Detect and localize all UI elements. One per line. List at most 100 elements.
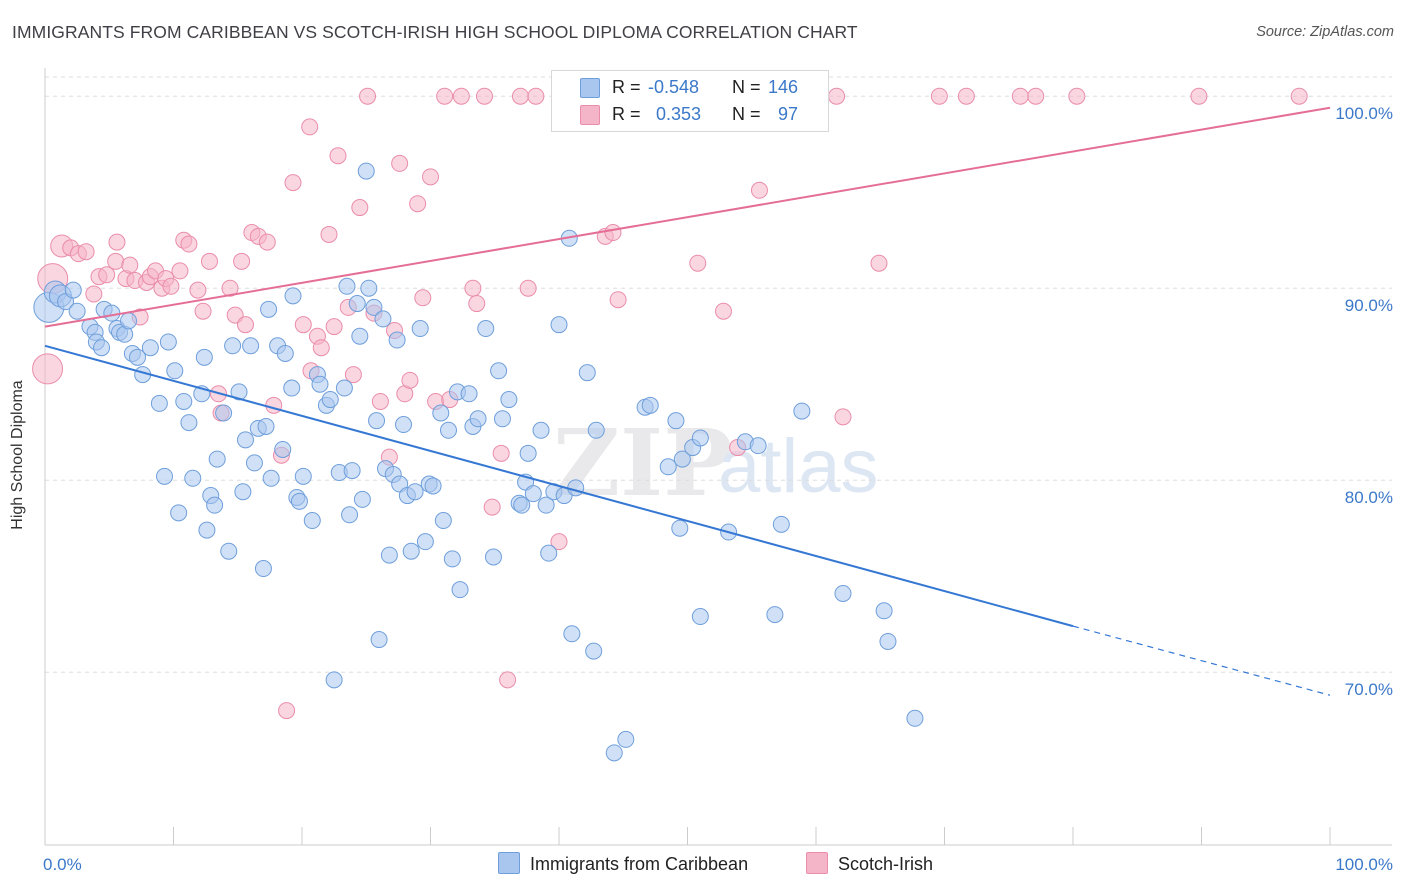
scotch-irish-point — [464, 279, 482, 297]
scotch-irish-point — [1027, 87, 1045, 105]
scotch-irish-point — [609, 291, 627, 309]
scotch-irish-point — [359, 87, 377, 105]
scotch-irish-point — [329, 147, 347, 165]
scotch-irish-point — [475, 87, 493, 105]
caribbean-point — [338, 277, 356, 295]
caribbean-point — [578, 364, 596, 382]
y-tick-label: 100.0% — [1335, 104, 1393, 123]
caribbean-point — [540, 544, 558, 562]
scotch-irish-point — [98, 266, 116, 284]
caribbean-point — [524, 485, 542, 503]
caribbean-point — [434, 512, 452, 530]
scotch-irish-point — [121, 256, 139, 274]
legend-n-label: N = — [732, 77, 761, 97]
bottom-legend-label-scotch-irish: Scotch-Irish — [838, 854, 934, 874]
scotch-irish-point — [499, 671, 517, 689]
scotch-irish-point — [750, 181, 768, 199]
caribbean-point — [208, 450, 226, 468]
caribbean-point — [585, 642, 603, 660]
caribbean-point — [290, 492, 308, 510]
caribbean-point — [388, 331, 406, 349]
scotch-irish-point — [107, 252, 125, 270]
scotch-irish-point — [1011, 87, 1029, 105]
legend-n-value: 146 — [768, 77, 799, 97]
caribbean-point — [374, 310, 392, 328]
scotch-irish-point — [371, 392, 389, 410]
caribbean-point — [906, 709, 924, 727]
caribbean-point — [262, 469, 280, 487]
legend-r-value: 0.353 — [656, 104, 702, 124]
scotch-irish-point — [77, 243, 95, 261]
caribbean-point — [879, 632, 897, 650]
scotch-irish-point — [689, 254, 707, 272]
caribbean-point — [325, 671, 343, 689]
caribbean-point — [484, 548, 502, 566]
scotch-irish-point — [1190, 87, 1208, 105]
y-tick-label: 80.0% — [1345, 488, 1393, 507]
caribbean-point — [141, 339, 159, 357]
caribbean-point — [357, 162, 375, 180]
caribbean-point — [395, 416, 413, 434]
caribbean-point — [659, 458, 677, 476]
caribbean-point — [175, 392, 193, 410]
chart-title: IMMIGRANTS FROM CARIBBEAN VS SCOTCH-IRIS… — [12, 22, 858, 42]
caribbean-point — [500, 391, 518, 409]
scotch-irish-point — [221, 279, 239, 297]
caribbean-point — [875, 602, 893, 620]
scotch-irish-point — [452, 87, 470, 105]
legend-swatch-scotch-irish — [580, 105, 600, 125]
caribbean-point — [493, 410, 511, 428]
legend-n-value: 97 — [778, 104, 799, 124]
caribbean-point — [605, 744, 623, 762]
scotch-irish-point — [312, 339, 330, 357]
caribbean-point — [460, 385, 478, 403]
caribbean-point — [242, 337, 260, 355]
scotch-irish-point — [180, 235, 198, 253]
scotch-irish-point — [162, 277, 180, 295]
scotch-irish-point — [258, 233, 276, 251]
scotch-irish-point — [200, 252, 218, 270]
scotch-irish-point — [391, 154, 409, 172]
caribbean-point — [673, 450, 691, 468]
scotch-irish-point — [550, 533, 568, 551]
caribbean-point — [749, 437, 767, 455]
bottom-legend-swatch-scotch-irish — [806, 852, 828, 874]
caribbean-point — [170, 504, 188, 522]
caribbean-point — [353, 490, 371, 508]
scotch-irish-point — [265, 396, 283, 414]
caribbean-point — [335, 379, 353, 397]
stats-legend: R = -0.548 N = 146 R = 0.353 N = 97 — [551, 70, 829, 132]
caribbean-point — [469, 410, 487, 428]
x-tick-label: 0.0% — [43, 855, 82, 874]
scotch-irish-point — [468, 295, 486, 313]
caribbean-point — [519, 444, 537, 462]
caribbean-point — [284, 287, 302, 305]
watermark-zip: ZIP — [553, 409, 732, 517]
bottom-legend-swatch-caribbean — [498, 852, 520, 874]
bottom-legend-scotch-irish: Scotch-Irish — [806, 852, 933, 875]
caribbean-point — [424, 477, 442, 495]
legend-row-scotch-irish: R = 0.353 N = 97 — [552, 101, 828, 127]
caribbean-point — [567, 479, 585, 497]
scotch-irish-point — [284, 174, 302, 192]
scotch-irish-point — [278, 702, 296, 720]
scotch-irish-point — [301, 118, 319, 136]
scotch-irish-point — [527, 87, 545, 105]
bottom-legend-label-caribbean: Immigrants from Caribbean — [530, 854, 749, 874]
bottom-legend-caribbean: Immigrants from Caribbean — [498, 852, 748, 875]
legend-r-label: R = — [612, 104, 641, 124]
caribbean-point — [260, 300, 278, 318]
caribbean-point — [156, 467, 174, 485]
scotch-irish-point — [604, 224, 622, 242]
scotch-irish-point — [436, 87, 454, 105]
scotch-irish-point — [401, 371, 419, 389]
caribbean-point — [365, 298, 383, 316]
source-credit: Source: ZipAtlas.com — [1256, 24, 1394, 40]
legend-r-value: -0.548 — [648, 77, 700, 97]
caribbean-point — [537, 496, 555, 514]
caribbean-point — [180, 414, 198, 432]
y-tick-label: 90.0% — [1345, 296, 1393, 315]
scotch-irish-point — [85, 285, 103, 303]
caribbean-point — [150, 394, 168, 412]
